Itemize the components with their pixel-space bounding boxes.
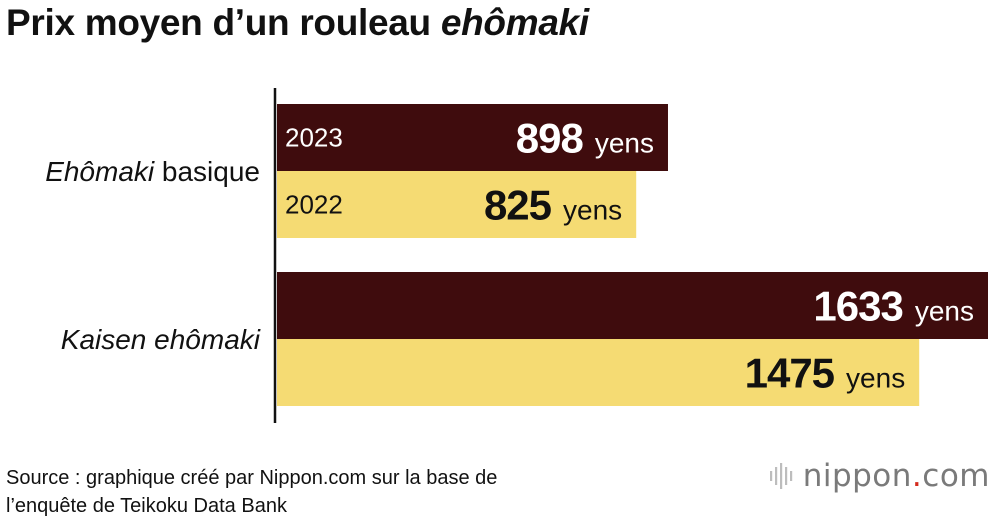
- nippon-bars-icon: [769, 463, 792, 489]
- value-label: 1475 yens: [745, 350, 906, 397]
- logo-part-nippon: nippon: [802, 458, 912, 494]
- bar-chart: Ehômaki basique Kaisen ehômaki 2023 898 yens…: [45, 88, 988, 423]
- category-label: Kaisen ehômaki: [61, 324, 261, 355]
- source-line-1: Source : graphique créé par Nippon.com s…: [6, 467, 498, 489]
- chart-title-main: Prix moyen d’un rouleau: [6, 2, 441, 43]
- bar-2023-1: [277, 104, 668, 171]
- bar-2023-2: [277, 272, 988, 339]
- value-label: 1633 yens: [813, 283, 974, 330]
- bar-2022-1: [277, 171, 637, 238]
- source-note: Source : graphique créé par Nippon.com s…: [6, 464, 497, 520]
- chart-title: Prix moyen d’un rouleau ehômaki: [6, 2, 589, 44]
- nippon-logo: nippon.com: [769, 458, 990, 494]
- category-label: Ehômaki basique: [45, 156, 260, 187]
- chart-title-italic: ehômaki: [440, 2, 589, 43]
- series-label-2022: 2022: [285, 190, 343, 220]
- series-label-2023: 2023: [285, 123, 343, 153]
- value-label: 898 yens: [516, 115, 654, 162]
- source-line-2: l’enquête de Teikoku Data Bank: [6, 495, 287, 517]
- logo-part-com: com: [922, 458, 990, 494]
- logo-wordmark: nippon.com: [803, 458, 990, 494]
- logo-dot: .: [911, 458, 923, 494]
- value-label: 825 yens: [484, 182, 622, 229]
- bar-2022-2: [277, 339, 920, 406]
